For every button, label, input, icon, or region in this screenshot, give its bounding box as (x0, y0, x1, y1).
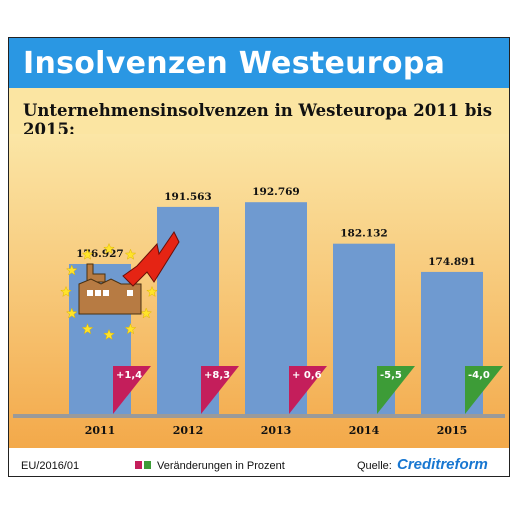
source-brand: Creditreform (397, 456, 488, 473)
x-tick-label: 2013 (261, 424, 292, 437)
x-tick-label: 2012 (173, 424, 204, 437)
change-label: +1,4 (116, 370, 142, 381)
change-badge (113, 366, 151, 414)
value-label: 174.891 (428, 256, 476, 268)
value-label: 192.769 (252, 186, 300, 198)
infographic-frame: Insolvenzen Westeuropa Unternehmensinsol… (8, 37, 510, 477)
change-badge (465, 366, 503, 414)
baseline (13, 414, 505, 418)
value-label: 191.563 (164, 191, 212, 203)
footer: EU/2016/01 Veränderungen in Prozent Quel… (9, 450, 509, 476)
change-label: -4,0 (468, 370, 490, 381)
chart-title-bar: Unternehmensinsolvenzen in Westeuropa 20… (9, 88, 509, 139)
x-tick-label: 2011 (85, 424, 116, 437)
change-badge (377, 366, 415, 414)
source-label: Quelle: (357, 460, 392, 472)
change-label: -5,5 (380, 370, 402, 381)
footer-code: EU/2016/01 (21, 460, 80, 472)
change-label: + 0,6 (292, 370, 322, 381)
value-label: 182.132 (340, 228, 388, 240)
change-label: +8,3 (204, 370, 230, 381)
change-badge (289, 366, 327, 414)
x-tick-label: 2014 (349, 424, 380, 437)
header-bar: Insolvenzen Westeuropa (9, 38, 509, 88)
legend-positive-swatch (135, 461, 142, 469)
factory-with-eu-stars-icon (60, 231, 180, 340)
x-tick-label: 2015 (437, 424, 468, 437)
change-badge (201, 366, 239, 414)
legend-label: Veränderungen in Prozent (157, 460, 285, 472)
page-title: Insolvenzen Westeuropa (23, 46, 446, 81)
legend-negative-swatch (144, 461, 151, 469)
